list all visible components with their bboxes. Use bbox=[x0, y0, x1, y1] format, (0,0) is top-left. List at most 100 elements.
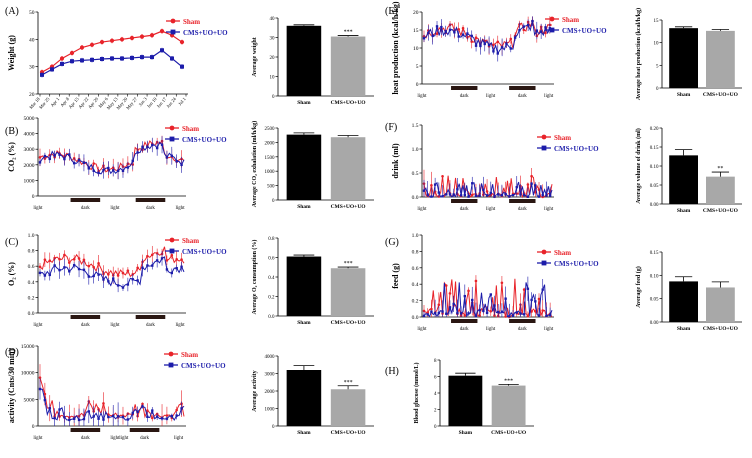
data-point-sham bbox=[537, 297, 541, 301]
y-tick-label-E: 5 bbox=[416, 64, 419, 70]
data-point-sham bbox=[126, 269, 130, 272]
x-tick-label-C: light bbox=[110, 323, 120, 328]
y-tick-label-D: 10000 bbox=[21, 371, 35, 377]
data-point-cms bbox=[485, 311, 489, 315]
data-point-sham bbox=[526, 183, 530, 186]
data-point-cms bbox=[478, 194, 481, 197]
data-point-sham bbox=[175, 408, 178, 412]
x-tick-label-F: light bbox=[544, 207, 554, 212]
y-tick-label-G: 1.0 bbox=[412, 233, 419, 239]
data-point-cms bbox=[58, 408, 61, 411]
bar-category-label: CMS+UO+UO bbox=[491, 430, 527, 436]
data-point-sham bbox=[522, 288, 526, 291]
data-point-cms bbox=[155, 259, 159, 262]
panel-label-E: (E) bbox=[385, 6, 398, 17]
data-point-sham bbox=[441, 174, 444, 178]
data-point-cms bbox=[170, 414, 173, 418]
y-axis-label-F: drink (ml) bbox=[391, 143, 400, 179]
data-point-sham bbox=[155, 252, 159, 255]
data-point-cms bbox=[433, 311, 437, 315]
data-point-cms bbox=[483, 42, 486, 46]
panel-label-C: (C) bbox=[5, 237, 18, 248]
data-point-cms bbox=[548, 313, 552, 317]
data-point-sham bbox=[463, 313, 467, 317]
data-point-cms bbox=[435, 25, 439, 28]
data-point-sham bbox=[530, 310, 533, 313]
bar-sham bbox=[448, 375, 483, 426]
data-point-sham bbox=[102, 402, 105, 405]
data-point-cms bbox=[422, 314, 426, 318]
data-point-cms bbox=[107, 280, 110, 283]
data-point-cms bbox=[526, 287, 530, 290]
data-point-cms bbox=[136, 279, 139, 282]
x-tick-label-A: Apr 29 bbox=[87, 96, 100, 110]
legend-label-cms: CMS+UO+UO bbox=[182, 136, 227, 144]
x-tick-label-G: light bbox=[544, 327, 554, 332]
panel-label-D: (D) bbox=[5, 347, 19, 358]
data-point-cms bbox=[80, 58, 84, 63]
x-tick-label-A: Mar 25 bbox=[38, 96, 51, 110]
data-point-cms bbox=[121, 286, 125, 289]
legend-marker-cms bbox=[549, 27, 555, 33]
data-point-cms bbox=[175, 159, 178, 163]
data-point-cms bbox=[471, 182, 474, 185]
y-tick-label-bar-H: 2 bbox=[434, 409, 437, 414]
data-point-sham bbox=[485, 190, 489, 193]
data-point-cms bbox=[48, 157, 51, 161]
y-tick-label-C: 0.2 bbox=[28, 295, 35, 301]
data-point-cms bbox=[482, 309, 485, 313]
data-point-cms bbox=[72, 264, 76, 267]
data-point-cms bbox=[522, 25, 525, 28]
y-axis-label-C: O₂ (%) bbox=[7, 262, 16, 286]
data-point-sham bbox=[426, 311, 430, 314]
x-tick-label-G: light bbox=[417, 327, 427, 332]
y-tick-label-bar-A: 20 bbox=[270, 56, 276, 61]
data-point-cms bbox=[431, 34, 434, 38]
data-point-cms bbox=[82, 417, 86, 421]
y-tick-label-bar-H: 0 bbox=[434, 425, 437, 430]
data-point-cms bbox=[160, 257, 164, 260]
y-tick-label-bar-H: 4 bbox=[434, 392, 437, 397]
data-point-sham bbox=[530, 174, 533, 178]
data-point-sham bbox=[179, 39, 185, 45]
data-point-cms bbox=[121, 169, 125, 173]
y-tick-label-C: 0.8 bbox=[28, 249, 35, 255]
x-tick-label-D: light bbox=[33, 436, 43, 441]
data-point-sham bbox=[38, 265, 42, 269]
data-point-sham bbox=[509, 37, 513, 41]
bar-category-label: CMS+UO+UO bbox=[703, 208, 739, 214]
x-tick-label-E: light bbox=[544, 94, 554, 99]
data-point-sham bbox=[38, 376, 42, 379]
dark-phase-bar bbox=[129, 428, 160, 432]
data-point-cms bbox=[452, 193, 455, 196]
data-point-cms bbox=[526, 23, 530, 27]
data-point-cms bbox=[72, 162, 76, 165]
bar-y-label-B: Average CO₂ exhalation (ml/h/kg) bbox=[251, 121, 258, 208]
data-point-cms bbox=[508, 195, 511, 198]
data-point-sham bbox=[159, 29, 165, 34]
legend-marker-cms bbox=[170, 29, 176, 35]
data-point-sham bbox=[149, 33, 155, 38]
data-point-cms bbox=[509, 47, 512, 50]
data-point-cms bbox=[180, 265, 183, 268]
data-point-cms bbox=[155, 146, 159, 150]
data-point-sham bbox=[92, 162, 95, 165]
data-point-cms bbox=[530, 182, 533, 185]
bar-cms bbox=[330, 268, 366, 316]
y-tick-label-bar-E: 15 bbox=[654, 19, 660, 24]
x-tick-label-D: light bbox=[174, 436, 184, 441]
x-tick-label-D: dark bbox=[140, 436, 149, 441]
dark-phase-bar bbox=[451, 86, 478, 90]
legend-marker-cms bbox=[169, 248, 175, 254]
data-point-cms bbox=[180, 64, 184, 69]
significance-marker: *** bbox=[344, 30, 353, 36]
data-point-sham bbox=[534, 309, 537, 313]
legend-marker-sham bbox=[170, 18, 176, 24]
data-point-cms bbox=[537, 314, 541, 317]
data-point-sham bbox=[99, 39, 105, 45]
y-tick-label-bar-B: 0 bbox=[272, 199, 275, 204]
data-point-cms bbox=[515, 185, 518, 189]
legend-label-sham: Sham bbox=[183, 18, 200, 26]
legend-label-sham: Sham bbox=[554, 249, 571, 257]
bar-sham bbox=[669, 28, 698, 88]
